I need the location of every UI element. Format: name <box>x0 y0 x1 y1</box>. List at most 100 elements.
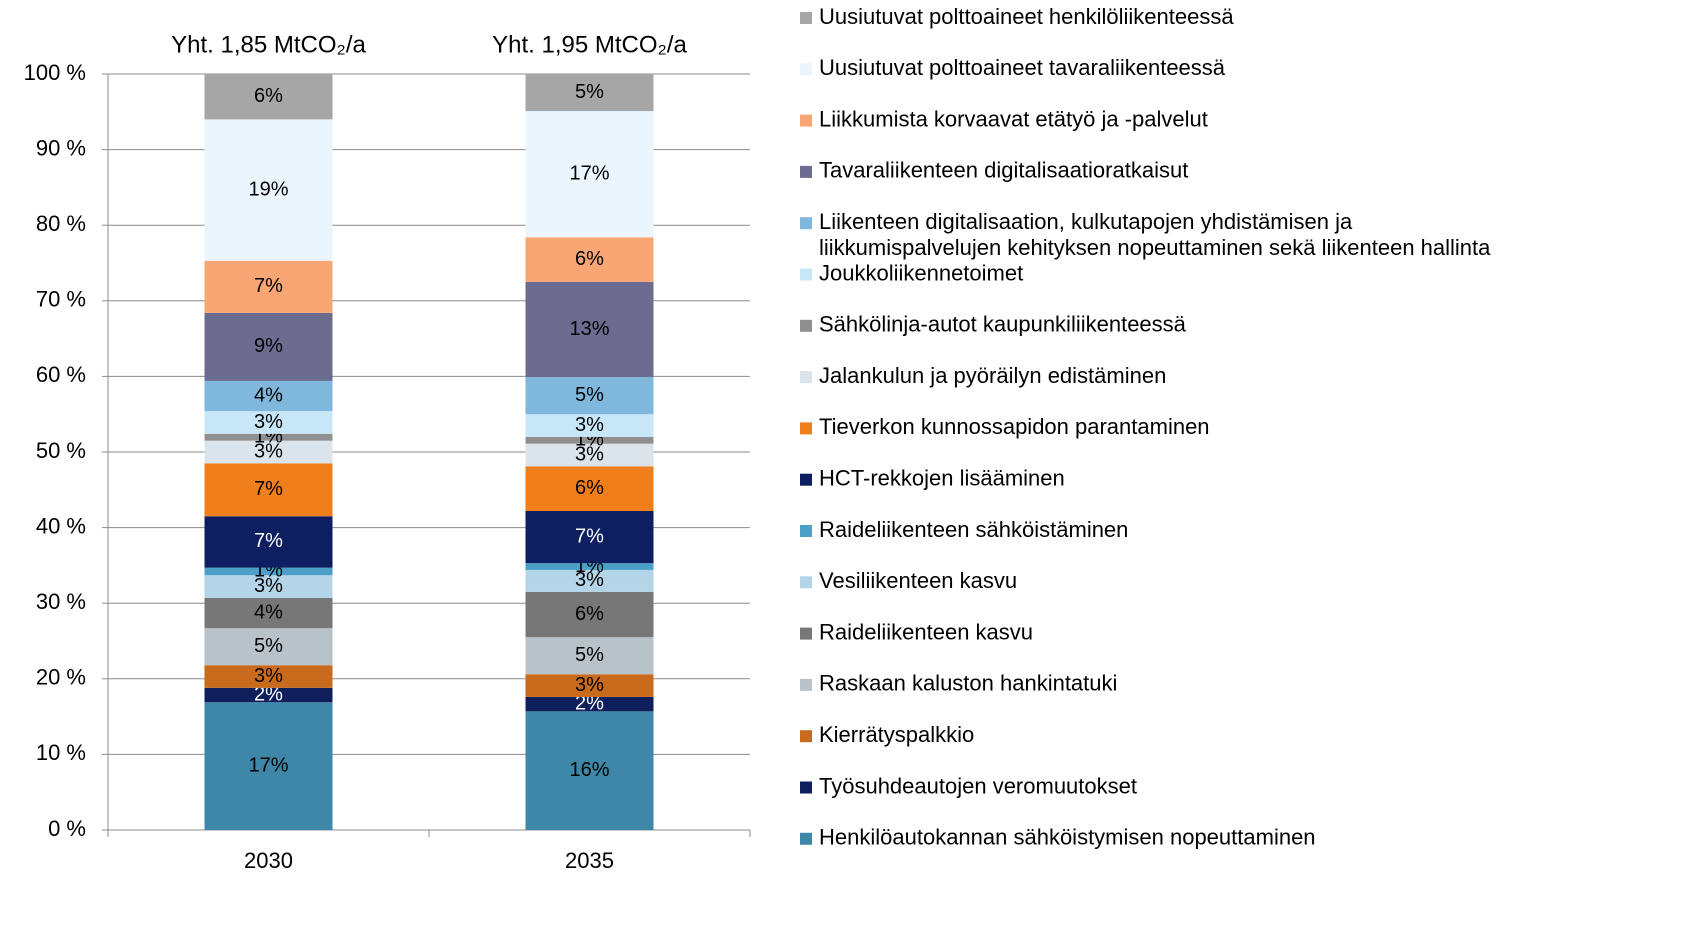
bar-segment <box>525 281 654 378</box>
legend-label: Tavaraliikenteen digitalisaatioratkaisut <box>819 158 1188 183</box>
bar-segment <box>525 510 654 564</box>
bar-segment <box>525 674 654 697</box>
bar-segment <box>204 433 333 441</box>
bar-segment <box>204 380 333 412</box>
bar-segment <box>525 237 654 282</box>
data-label: 17% <box>248 754 288 776</box>
data-label: 3% <box>575 569 604 591</box>
legend-swatch <box>800 422 812 435</box>
total-label: Yht. 1,95 MtCO₂/a <box>492 31 687 58</box>
legend-label: HCT-rekkojen lisääminen <box>819 466 1065 491</box>
bar-segment <box>204 516 333 568</box>
bar-segment <box>204 665 333 688</box>
legend-swatch <box>800 678 812 691</box>
data-label: 9% <box>254 335 283 357</box>
bar-segment <box>204 260 333 313</box>
x-tick-label: 2035 <box>565 848 614 873</box>
legend-swatch <box>800 525 812 537</box>
data-label: 3% <box>575 443 604 465</box>
legend-swatch <box>800 319 812 332</box>
legend-label: Kierrätyspalkkio <box>819 722 974 747</box>
legend-label: Uusiutuvat polttoaineet tavaraliikentees… <box>819 55 1226 80</box>
data-label: 4% <box>254 601 283 623</box>
bar-segment <box>525 443 654 467</box>
y-tick-label: 70 % <box>36 287 86 312</box>
bar-segment <box>525 563 654 570</box>
data-label: 2% <box>575 692 604 714</box>
bar-segment <box>204 687 333 703</box>
data-label: 19% <box>248 178 288 200</box>
total-label: Yht. 1,85 MtCO₂/a <box>171 31 366 58</box>
bar-segment <box>204 628 333 666</box>
legend-label: Vesiliikenteen kasvu <box>819 568 1017 593</box>
data-label: 6% <box>254 85 283 107</box>
bar-segment <box>204 119 333 261</box>
y-tick-label: 90 % <box>36 135 86 160</box>
data-label: 4% <box>254 384 283 406</box>
legend-swatch <box>800 730 812 743</box>
legend-swatch <box>800 63 812 76</box>
data-label: 7% <box>254 530 283 552</box>
legend-label: Raideliikenteen kasvu <box>819 619 1033 644</box>
data-label: 3% <box>254 665 283 687</box>
y-tick-label: 40 % <box>36 513 86 538</box>
data-label: 3% <box>575 414 604 436</box>
legend-swatch <box>800 576 812 589</box>
y-tick-label: 80 % <box>36 211 86 236</box>
legend-label: Liikenteen digitalisaation, kulkutapojen… <box>819 209 1491 260</box>
legend-swatch <box>800 371 812 384</box>
y-tick-label: 60 % <box>36 362 86 387</box>
y-tick-label: 10 % <box>36 740 86 765</box>
data-label: 5% <box>575 81 604 103</box>
data-label: 6% <box>575 477 604 499</box>
data-label: 3% <box>254 411 283 433</box>
bar-segment <box>525 637 654 675</box>
bar-segment <box>525 414 654 437</box>
legend-label: Raskaan kaluston hankintatuki <box>819 671 1117 696</box>
bar-segment <box>525 466 654 511</box>
data-label: 2% <box>254 683 283 705</box>
data-label: 16% <box>569 759 609 781</box>
legend-swatch <box>800 217 812 230</box>
legend-label: Henkilöautokannan sähköistymisen nopeutt… <box>819 825 1316 850</box>
y-tick-label: 30 % <box>36 589 86 614</box>
legend-label: Raideliikenteen sähköistäminen <box>819 517 1128 542</box>
legend-label: Sähkölinja-autot kaupunkiliikenteessä <box>819 312 1187 337</box>
x-tick-label: 2030 <box>244 848 293 873</box>
bar-segment <box>204 74 333 120</box>
legend-label: Liikkumista korvaavat etätyö ja -palvelu… <box>819 106 1208 131</box>
bar-segment <box>204 702 333 830</box>
legend-label: Joukkoliikennetoimet <box>819 260 1023 285</box>
legend-swatch <box>800 781 812 794</box>
bar-segment <box>204 440 333 464</box>
data-label: 13% <box>569 318 609 340</box>
bar-segment <box>525 591 654 638</box>
legend-label: Jalankulun ja pyöräilyn edistäminen <box>819 363 1166 388</box>
bar-segment <box>204 597 333 629</box>
bar-segment <box>204 463 333 517</box>
bar-segment <box>525 711 654 830</box>
data-label: 7% <box>575 525 604 547</box>
legend-swatch <box>800 114 812 127</box>
bar-segment <box>525 377 654 415</box>
bar-segment <box>525 569 654 592</box>
y-tick-label: 50 % <box>36 438 86 463</box>
data-label: 17% <box>569 162 609 184</box>
data-label: 3% <box>575 674 604 696</box>
bar-segment <box>204 312 333 381</box>
legend-swatch <box>800 627 812 640</box>
legend-label: Uusiutuvat polttoaineet henkilöliikentee… <box>819 4 1234 29</box>
bar-segment <box>204 567 333 576</box>
legend-swatch <box>800 268 812 281</box>
legend-swatch <box>800 832 812 845</box>
data-label: 7% <box>254 478 283 500</box>
legend-label: Tieverkon kunnossapidon parantaminen <box>819 414 1210 439</box>
data-label: 3% <box>254 575 283 597</box>
y-tick-label: 100 % <box>24 60 86 85</box>
y-tick-label: 20 % <box>36 665 86 690</box>
bar-segment <box>525 696 654 712</box>
bar-segment <box>204 411 333 434</box>
data-label: 3% <box>254 440 283 462</box>
data-label: 6% <box>575 248 604 270</box>
